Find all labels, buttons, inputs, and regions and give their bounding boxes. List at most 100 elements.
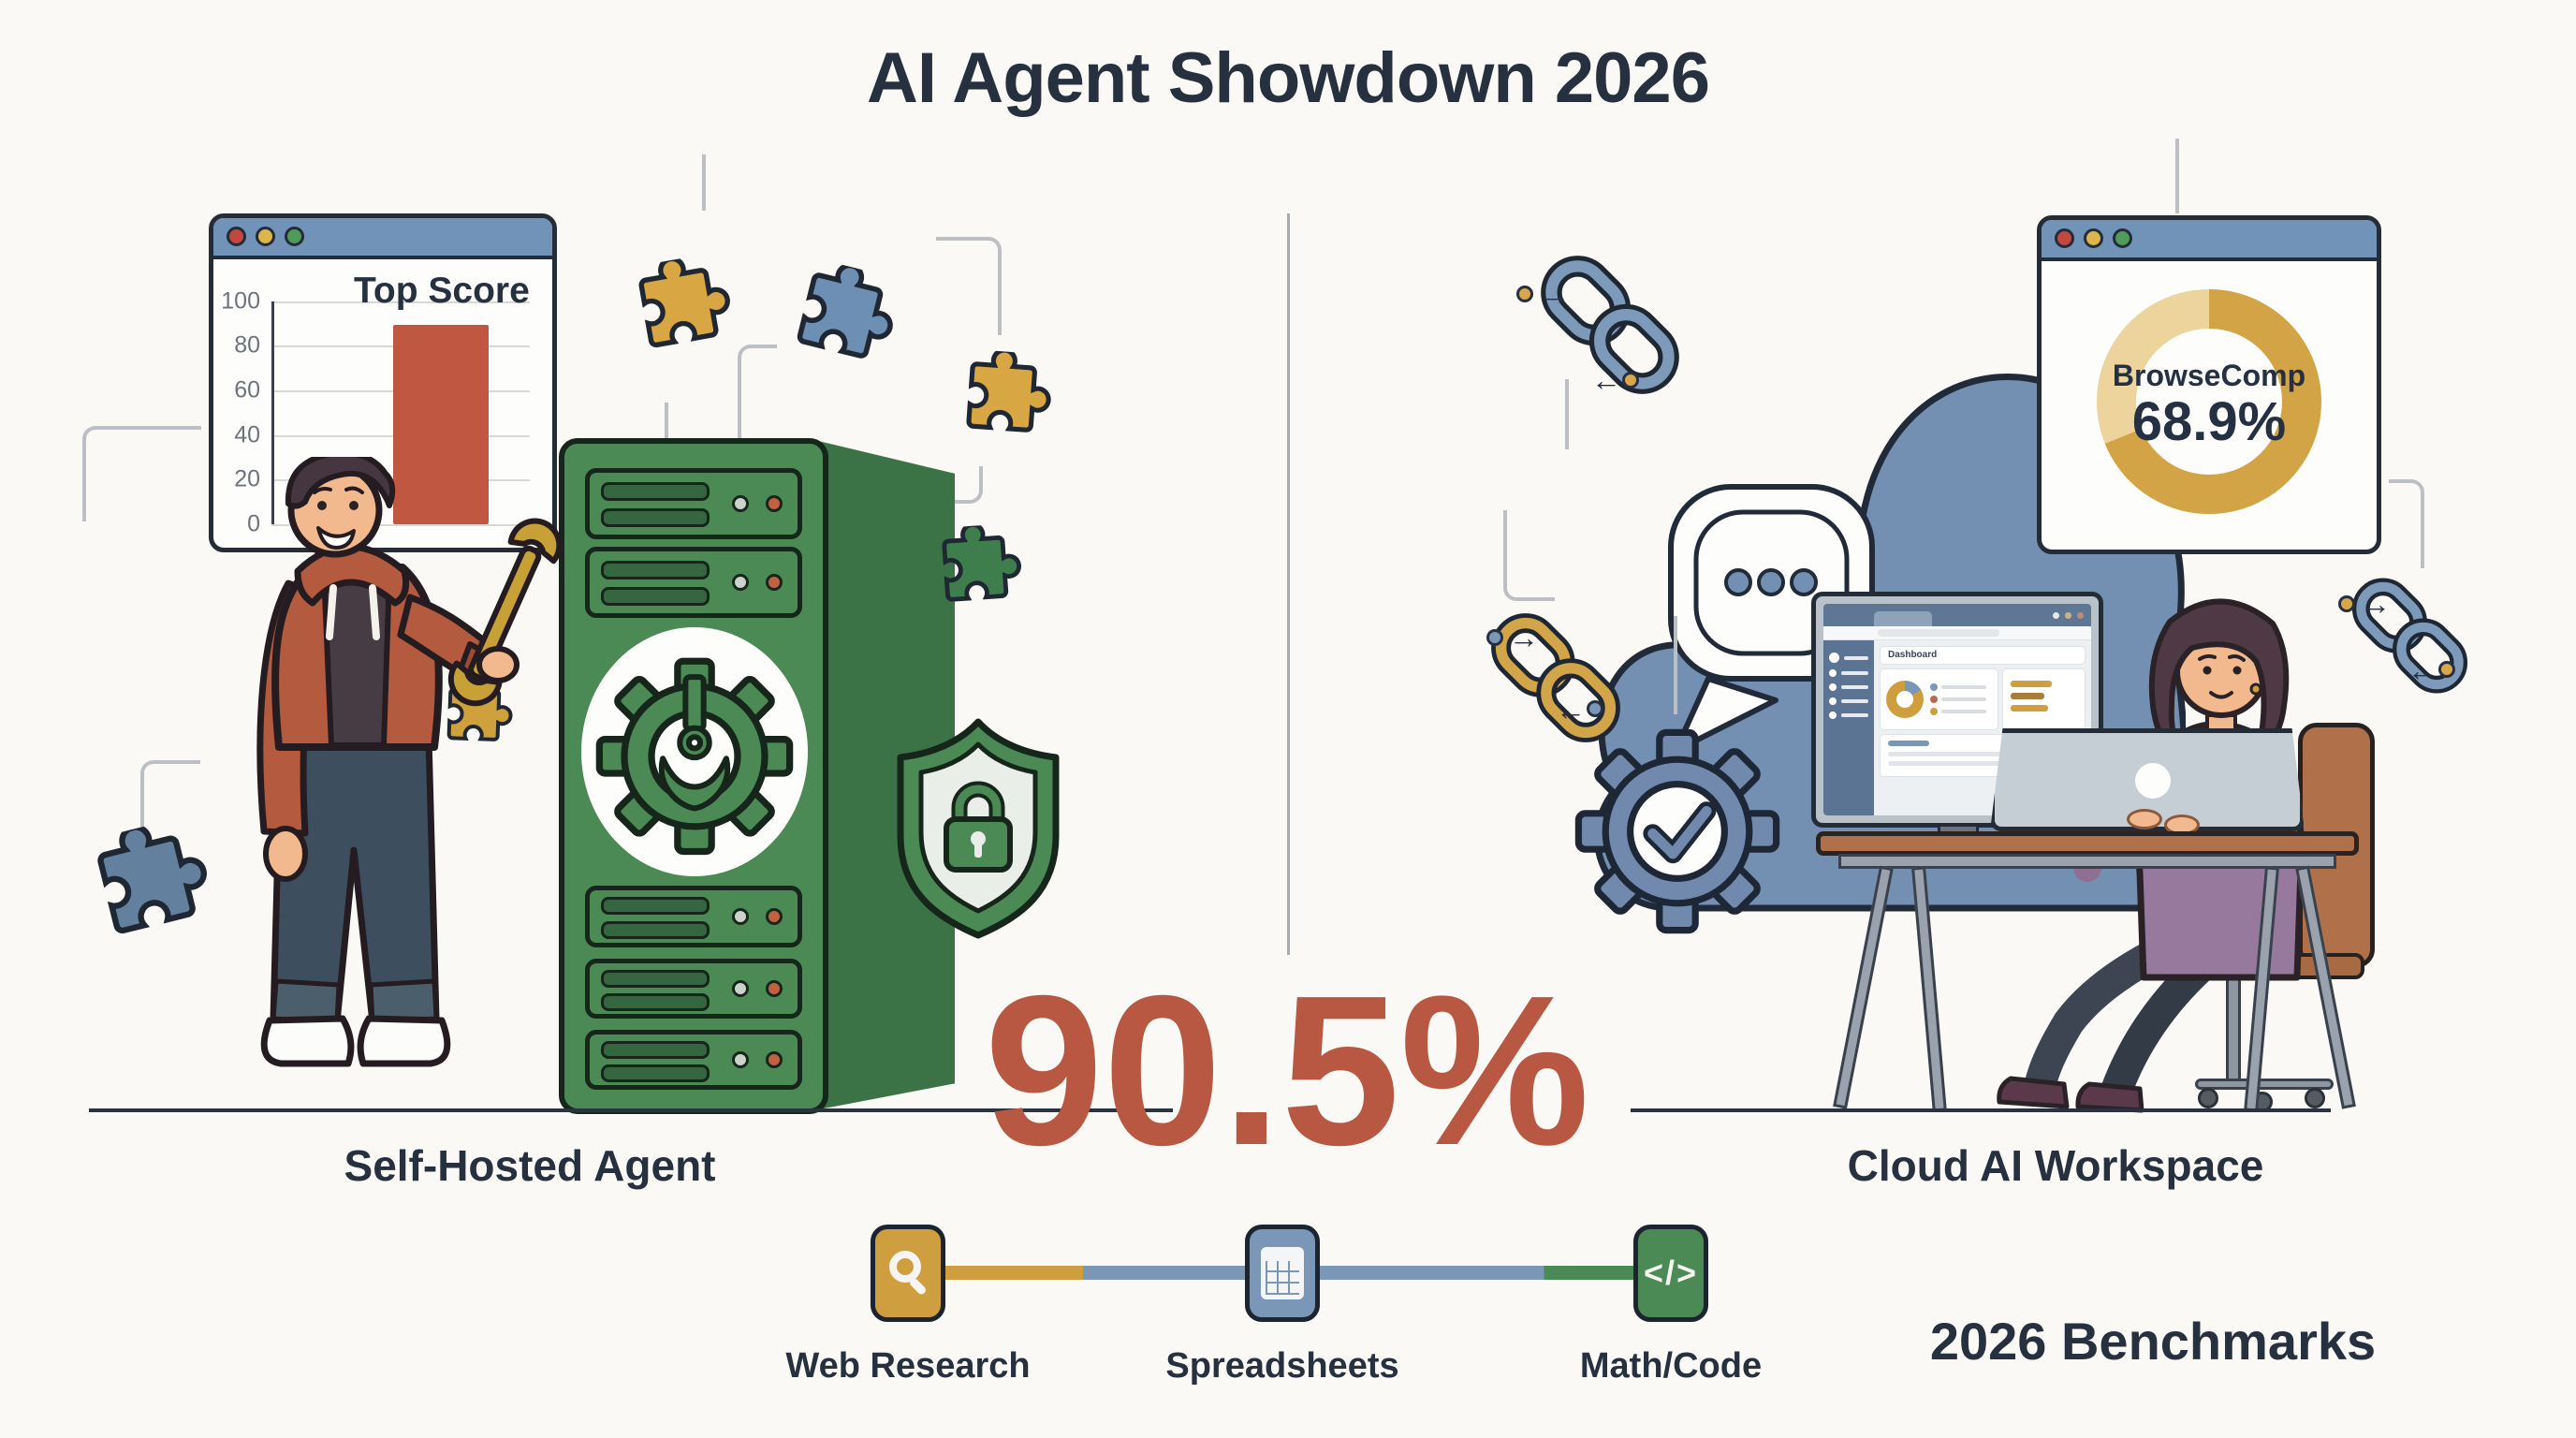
benchmarks-heading: 2026 Benchmarks xyxy=(1929,1312,2377,1371)
gear-claw-icon xyxy=(595,657,794,856)
legend-dot-icon xyxy=(1930,683,1938,691)
sidebar-dot-icon xyxy=(1829,683,1837,691)
led-indicator-white xyxy=(732,908,749,925)
sidebar-item xyxy=(1829,669,1868,677)
connector-line xyxy=(2389,479,2424,568)
center-divider xyxy=(1287,213,1290,955)
sidebar-dot-icon xyxy=(1829,712,1837,719)
rack-unit xyxy=(585,886,802,947)
data-dot-gold-icon xyxy=(2338,595,2355,612)
gold-bar xyxy=(2011,705,2049,712)
laptop-logo-icon xyxy=(2135,763,2171,799)
legend-dot-icon xyxy=(1930,696,1938,703)
list-chip xyxy=(1888,741,1929,746)
y-axis-tick: 80 xyxy=(234,331,260,359)
legend-bar xyxy=(1941,697,1986,701)
rack-slot xyxy=(601,482,710,501)
magnifier-icon xyxy=(887,1251,929,1297)
gear-check-icon xyxy=(1574,728,1780,934)
rack-slot xyxy=(601,561,710,580)
window-dot-icon xyxy=(2077,612,2084,619)
connector-line xyxy=(2175,139,2179,213)
server-tower xyxy=(559,438,828,1114)
arrow-left-icon: ← xyxy=(1591,363,1621,397)
dashboard-header: Dashboard xyxy=(1881,647,2085,664)
arrow-right-icon: → xyxy=(1509,621,1539,654)
browser-tab xyxy=(1874,611,1932,626)
ground-line-right xyxy=(1631,1108,2331,1112)
self-hosted-label: Self-Hosted Agent xyxy=(344,1141,716,1190)
sidebar-bar xyxy=(1841,713,1868,717)
led-indicator-white xyxy=(732,495,749,512)
rack-slot xyxy=(601,921,710,939)
chart-title: Top Score xyxy=(354,271,530,311)
rack-unit xyxy=(585,1030,802,1090)
rack-unit xyxy=(585,468,802,539)
traffic-light-red-icon xyxy=(227,227,246,246)
task-label-spreadsheets: Spreadsheets xyxy=(1165,1346,1399,1386)
task-badge-math-code: </> xyxy=(1633,1225,1708,1322)
desk-rail xyxy=(1838,854,2336,869)
rack-slot xyxy=(601,508,710,527)
puzzle-piece-green xyxy=(912,522,1032,642)
rack-slot xyxy=(601,897,710,915)
address-pill xyxy=(1878,629,1999,637)
traffic-light-green-icon xyxy=(2113,228,2132,248)
gear-claw-emblem xyxy=(581,627,808,876)
spreadsheet-icon xyxy=(1261,1247,1304,1299)
rack-unit xyxy=(585,959,802,1019)
office-chair-base xyxy=(2195,1078,2334,1090)
legend-row xyxy=(1930,708,1986,715)
desk-top xyxy=(1816,831,2359,856)
y-axis-line xyxy=(271,301,274,524)
puzzle-piece-gold xyxy=(932,347,1061,476)
connector-line xyxy=(936,237,1002,335)
mini-donut-chart xyxy=(1886,681,1924,718)
legend-bar xyxy=(1941,685,1986,689)
chair-wheel-icon xyxy=(2305,1088,2325,1108)
security-shield-icon xyxy=(897,718,1060,939)
rack-slot xyxy=(601,587,710,606)
traffic-light-yellow-icon xyxy=(256,227,275,246)
window-dot-icon xyxy=(2065,612,2071,619)
sidebar-dot-icon xyxy=(1829,669,1837,677)
top-score-bar-chart: 100 80 60 40 20 0 Top Score xyxy=(213,259,552,548)
data-dot-gold-icon xyxy=(1622,372,1639,389)
connector-line xyxy=(1565,379,1569,449)
connector-line xyxy=(665,403,668,440)
puzzle-piece-gold xyxy=(603,250,749,396)
y-axis-tick: 60 xyxy=(234,376,260,404)
rack-slot xyxy=(601,993,710,1011)
traffic-light-yellow-icon xyxy=(2084,228,2103,248)
led-indicator-white xyxy=(732,980,749,997)
sidebar-bar xyxy=(1844,655,1868,660)
chart-browser-window: 100 80 60 40 20 0 Top Score xyxy=(209,213,557,552)
chain-link-icon-blue xyxy=(2351,578,2468,694)
browser-topbar xyxy=(1823,604,2091,626)
dashboard-card-bars xyxy=(2003,669,2085,729)
sidebar-dot-icon xyxy=(1829,697,1837,705)
data-dot-blue-icon xyxy=(1486,629,1503,646)
list-line xyxy=(1888,761,2040,766)
arrow-left-icon: ← xyxy=(2408,653,2437,687)
typing-hand xyxy=(2127,809,2162,829)
rack-slot xyxy=(601,1064,710,1082)
traffic-light-red-icon xyxy=(2055,228,2074,248)
dashboard-page-title: Dashboard xyxy=(1888,650,1938,660)
connector-line xyxy=(140,760,200,841)
task-label-web-research: Web Research xyxy=(785,1346,1031,1386)
connector-line xyxy=(1674,616,1677,714)
sidebar-bar xyxy=(1841,699,1868,703)
score-value: 90.5% xyxy=(984,952,1590,1190)
dashboard-card-donut xyxy=(1881,669,1998,729)
y-axis-tick: 100 xyxy=(221,287,260,315)
sidebar-dot-icon xyxy=(1829,653,1839,663)
task-badge-spreadsheets xyxy=(1245,1225,1320,1322)
traffic-light-green-icon xyxy=(285,227,304,246)
data-dot-blue-icon xyxy=(1587,700,1603,717)
padlock-icon xyxy=(944,781,1013,873)
legend-dot-icon xyxy=(1930,708,1938,715)
rack-unit xyxy=(585,547,802,618)
sidebar-bar xyxy=(1841,685,1868,689)
score-bar xyxy=(393,325,489,524)
